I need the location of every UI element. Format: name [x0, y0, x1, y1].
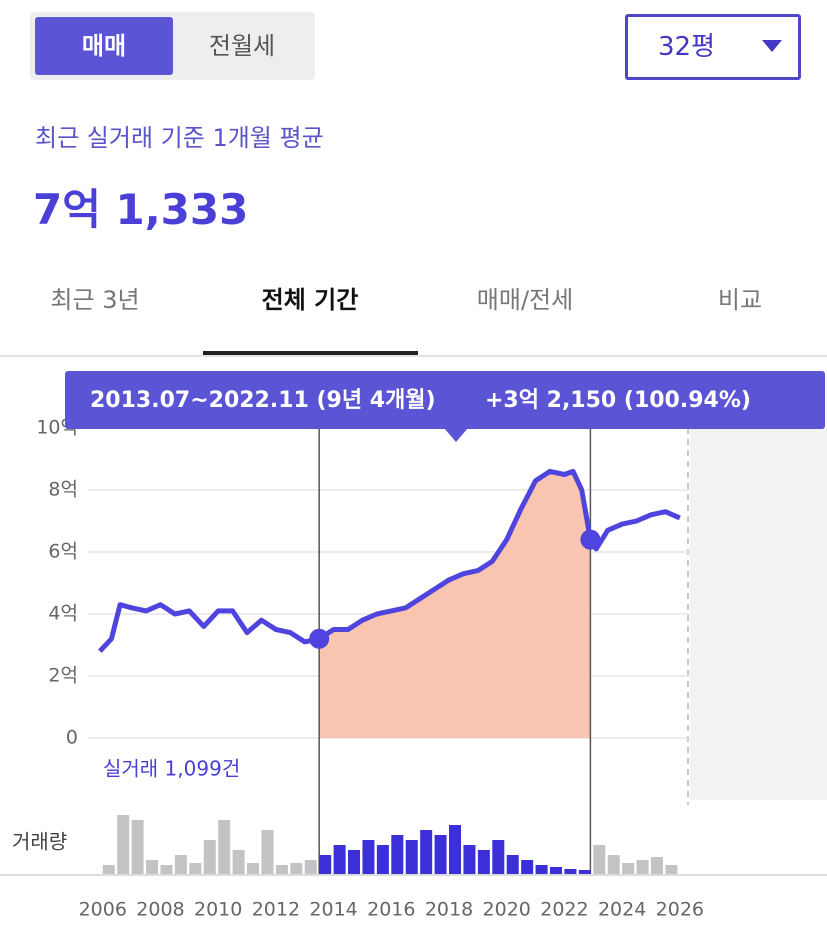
volume-bar: [189, 863, 202, 875]
volume-bar: [232, 850, 245, 875]
x-tick-label: 2018: [425, 899, 473, 921]
volume-bar: [304, 860, 317, 875]
y-tick-label: 2억: [48, 665, 78, 687]
x-tick-label: 2008: [136, 899, 184, 921]
x-tick-label: 2024: [598, 899, 646, 921]
volume-bar: [160, 865, 173, 875]
volume-bar: [319, 855, 332, 875]
volume-bar: [376, 845, 389, 875]
tab-divider: [0, 355, 827, 357]
size-select-text: 32평: [658, 32, 716, 62]
tooltip-pointer: [444, 428, 468, 442]
volume-bar: [146, 860, 159, 875]
x-tick-label: 2012: [252, 899, 300, 921]
volume-bar: [102, 865, 115, 875]
volume-bar: [564, 869, 577, 875]
volume-bar: [463, 845, 476, 875]
volume-bar: [333, 845, 346, 875]
x-tick-label: 2014: [309, 899, 357, 921]
volume-bar: [550, 867, 563, 875]
volume-bar: [362, 840, 375, 875]
volume-bar: [607, 855, 620, 875]
volume-bar: [650, 857, 663, 875]
volume-bar: [449, 825, 462, 875]
active-tab-underline: [203, 351, 418, 355]
tooltip-period: 2013.07~2022.11 (9년 4개월): [90, 388, 436, 413]
selection-area: [319, 471, 591, 738]
y-tick-label: 0: [66, 727, 78, 749]
volume-bar: [420, 830, 433, 875]
volume-bar: [275, 865, 288, 875]
volume-bar: [665, 865, 678, 875]
volume-bar: [578, 870, 591, 875]
volume-bar: [290, 863, 303, 875]
volume-bar: [174, 855, 187, 875]
volume-bar: [261, 830, 274, 875]
tooltip-change: +3억 2,150 (100.94%): [485, 388, 751, 413]
period-tab[interactable]: 전체 기간: [262, 286, 359, 314]
volume-bar: [535, 865, 548, 875]
size-select[interactable]: 32평: [625, 14, 801, 80]
period-tab[interactable]: 비교: [718, 286, 762, 314]
volume-bar: [506, 855, 519, 875]
x-tick-label: 2006: [79, 899, 127, 921]
selection-dot: [580, 529, 601, 550]
summary-label: 최근 실거래 기준 1개월 평균: [35, 124, 324, 152]
volume-bar: [593, 845, 606, 875]
volume-bar: [477, 850, 490, 875]
selection-dot: [309, 628, 330, 649]
y-tick-label: 6억: [48, 541, 78, 563]
volume-bar: [622, 863, 635, 875]
volume-bar: [203, 840, 216, 875]
volume-bar: [434, 835, 447, 875]
summary-value: 7억 1,333: [33, 185, 249, 234]
x-tick-label: 2010: [194, 899, 242, 921]
volume-bar: [492, 840, 505, 875]
y-tick-label: 4억: [48, 603, 78, 625]
deal-tab[interactable]: 매매: [35, 17, 173, 75]
x-tick-label: 2026: [656, 899, 704, 921]
x-tick-label: 2016: [367, 899, 415, 921]
volume-bar: [218, 820, 231, 875]
volume-bar: [405, 840, 418, 875]
volume-bar: [636, 860, 649, 875]
x-tick-label: 2022: [540, 899, 588, 921]
x-tick-label: 2020: [483, 899, 531, 921]
volume-bar: [117, 815, 130, 875]
volume-bar: [348, 850, 361, 875]
volume-bar: [391, 835, 404, 875]
volume-bar: [131, 820, 144, 875]
deal-tab[interactable]: 전월세: [208, 32, 276, 60]
tooltip-box: [65, 371, 825, 429]
trade-count: 실거래 1,099건: [103, 757, 240, 781]
future-region: [690, 428, 827, 800]
dropdown-arrow: [762, 40, 782, 52]
volume-label: 거래량: [12, 830, 67, 854]
period-tab[interactable]: 최근 3년: [50, 286, 139, 314]
period-tab[interactable]: 매매/전세: [477, 286, 573, 314]
volume-bar: [247, 863, 260, 875]
y-tick-label: 8억: [48, 479, 78, 501]
volume-bar: [521, 860, 534, 875]
